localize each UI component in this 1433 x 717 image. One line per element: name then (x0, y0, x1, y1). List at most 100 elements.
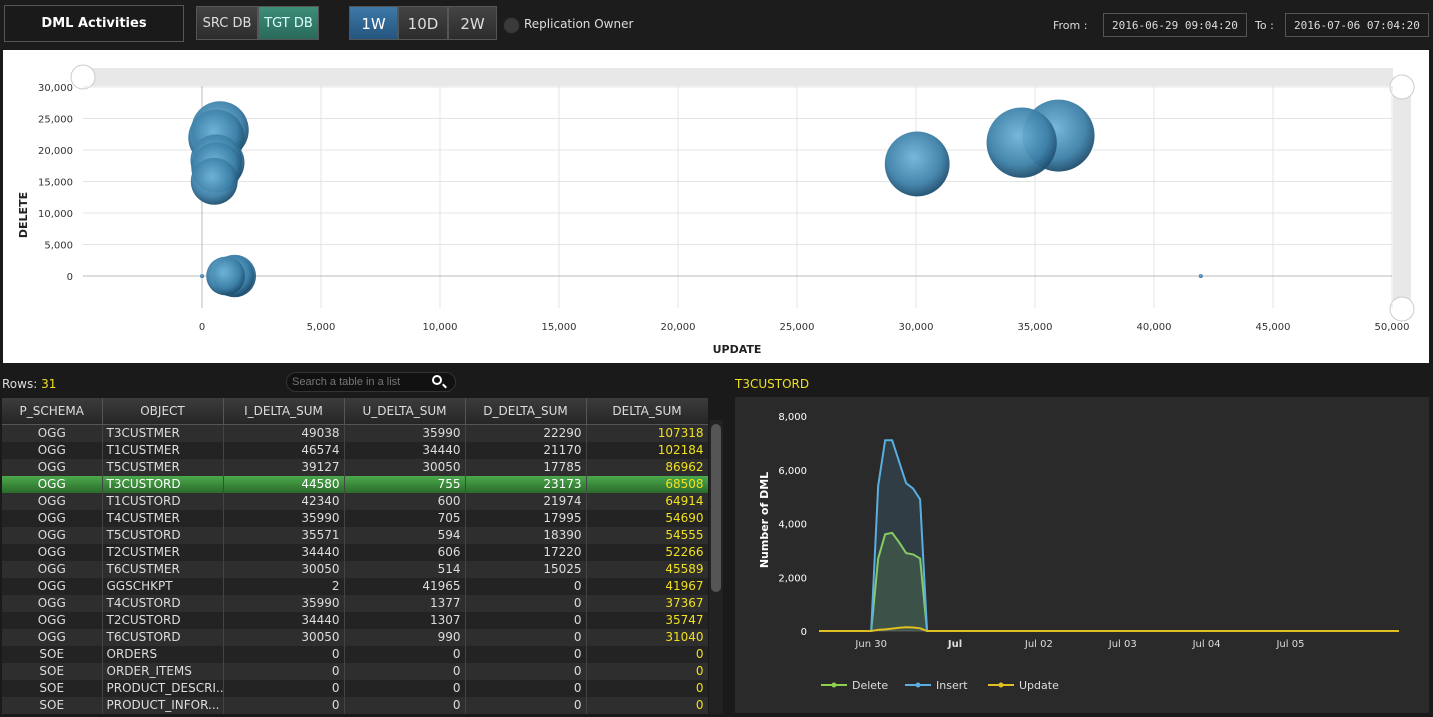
table-scrollbar-thumb[interactable] (711, 424, 721, 592)
tgt-db-tab[interactable]: TGT DB (258, 6, 319, 40)
table-cell: 21974 (465, 493, 587, 510)
table-row[interactable]: OGG T1CUSTORD 42340 600 21974 64914 (2, 493, 708, 510)
table-container: P_SCHEMA OBJECT I_DELTA_SUM U_DELTA_SUM D_DE… (2, 398, 708, 714)
zoom-scrollbar-horizontal[interactable] (83, 68, 1393, 86)
table-row[interactable]: OGG T1CUSTMER 46574 34440 21170 102184 (2, 442, 708, 459)
column-header-u-delta-sum[interactable]: U_DELTA_SUM (344, 398, 466, 425)
table-row[interactable]: SOE PRODUCT_DESCRI... 0 0 0 0 (2, 680, 708, 697)
table-row[interactable]: OGG T3CUSTMER 49038 35990 22290 107318 (2, 424, 708, 442)
table-cell: 34440 (223, 544, 345, 561)
series-line-update (819, 626, 1399, 632)
zoom-handle-bottom[interactable] (1389, 296, 1415, 322)
bubble-point[interactable] (206, 256, 245, 296)
table-cell: 41965 (344, 578, 466, 595)
to-date-field[interactable]: 2016-07-06 07:04:20 (1285, 13, 1429, 37)
table-cell: 0 (223, 697, 345, 714)
legend-marker (831, 682, 837, 688)
table-cell: 0 (223, 663, 345, 680)
table-cell: 64914 (586, 493, 708, 510)
search-icon[interactable] (432, 375, 442, 385)
table-row[interactable]: OGG T6CUSTORD 30050 990 0 31040 (2, 629, 708, 646)
x-axis-title: UPDATE (713, 343, 762, 356)
table-row[interactable]: OGG T2CUSTMER 34440 606 17220 52266 (2, 544, 708, 561)
table-row[interactable]: OGG GGSCHKPT 2 41965 0 41967 (2, 578, 708, 595)
range-10d-tab[interactable]: 10D (398, 6, 448, 40)
table-cell: T1CUSTORD (102, 493, 224, 510)
table-cell: 39127 (223, 459, 345, 476)
bubble-point[interactable] (1198, 274, 1203, 278)
bubble-point[interactable] (884, 131, 950, 197)
table-cell: OGG (2, 476, 103, 493)
table-row[interactable]: OGG T4CUSTMER 35990 705 17995 54690 (2, 510, 708, 527)
column-header-delta-sum[interactable]: DELTA_SUM (586, 398, 708, 425)
table-cell: OGG (2, 493, 103, 510)
table-cell: 68508 (586, 476, 708, 493)
line-x-tick-label: Jul 03 (1108, 639, 1137, 650)
column-header-p-schema[interactable]: P_SCHEMA (2, 398, 103, 425)
x-tick-label: 5,000 (307, 322, 336, 333)
table-row[interactable]: OGG T6CUSTMER 30050 514 15025 45589 (2, 561, 708, 578)
range-1w-tab[interactable]: 1W (349, 6, 398, 40)
table-cell: T6CUSTMER (102, 561, 224, 578)
line-x-tick-label: Jul 02 (1024, 639, 1053, 650)
column-header-object[interactable]: OBJECT (102, 398, 224, 425)
table-row[interactable]: OGG T3CUSTORD 44580 755 23173 68508 (2, 476, 708, 493)
bubble-point[interactable] (200, 274, 204, 278)
table-cell: 37367 (586, 595, 708, 612)
legend-label[interactable]: Insert (936, 679, 968, 692)
table-cell: GGSCHKPT (102, 578, 224, 595)
line-chart-panel: 0 2,000 4,000 6,000 8,000 Jun 30 Jul Jul 02 Jul … (735, 397, 1429, 713)
table-cell: 990 (344, 629, 466, 646)
table-cell: T5CUSTORD (102, 527, 224, 544)
table-cell: 17995 (465, 510, 587, 527)
y-tick-label: 30,000 (38, 83, 73, 94)
table-row[interactable]: OGG T4CUSTORD 35990 1377 0 37367 (2, 595, 708, 612)
y-tick-label: 20,000 (38, 146, 73, 157)
table-cell: 86962 (586, 459, 708, 476)
table-row[interactable]: SOE PRODUCT_INFOR... 0 0 0 0 (2, 697, 708, 714)
table-cell: SOE (2, 646, 103, 663)
legend-label[interactable]: Update (1019, 679, 1059, 692)
legend-label[interactable]: Delete (852, 679, 888, 692)
table-cell: 30050 (223, 629, 345, 646)
page-title: DML Activities (4, 5, 184, 42)
y-tick-label: 10,000 (38, 209, 73, 220)
table-cell: OGG (2, 442, 103, 459)
table-row[interactable]: OGG T2CUSTORD 34440 1307 0 35747 (2, 612, 708, 629)
table-cell: T2CUSTMER (102, 544, 224, 561)
line-x-tick-label: Jul (947, 639, 962, 650)
zoom-handle-top[interactable] (1389, 74, 1415, 100)
line-y-tick-label: 6,000 (778, 466, 807, 477)
line-x-tick-label: Jul 04 (1192, 639, 1221, 650)
column-header-d-delta-sum[interactable]: D_DELTA_SUM (465, 398, 587, 425)
x-tick-label: 10,000 (423, 322, 458, 333)
range-2w-tab[interactable]: 2W (448, 6, 497, 40)
table-cell: OGG (2, 459, 103, 476)
x-tick-label: 40,000 (1137, 322, 1172, 333)
table-search-input[interactable] (286, 372, 456, 392)
table-cell: 0 (344, 697, 466, 714)
table-row[interactable]: SOE ORDERS 0 0 0 0 (2, 646, 708, 663)
table-row[interactable]: SOE ORDER_ITEMS 0 0 0 0 (2, 663, 708, 680)
bubble-point[interactable] (986, 107, 1057, 178)
from-date-field[interactable]: 2016-06-29 09:04:20 (1103, 13, 1247, 37)
bubble-point[interactable] (190, 157, 238, 205)
src-db-tab[interactable]: SRC DB (196, 6, 258, 40)
table-cell: 514 (344, 561, 466, 578)
zoom-scrollbar-vertical[interactable] (1393, 86, 1411, 308)
table-row[interactable]: OGG T5CUSTORD 35571 594 18390 54555 (2, 527, 708, 544)
table-cell: 0 (465, 595, 587, 612)
replication-owner-toggle[interactable] (503, 17, 520, 34)
table-cell: 0 (223, 680, 345, 697)
table-cell: 18390 (465, 527, 587, 544)
table-cell: 49038 (223, 424, 345, 442)
line-y-tick-label: 8,000 (778, 412, 807, 423)
y-tick-label: 0 (67, 272, 73, 283)
table-cell: 30050 (344, 459, 466, 476)
zoom-handle-left[interactable] (70, 64, 96, 90)
table-cell: 0 (586, 646, 708, 663)
table-cell: T3CUSTORD (102, 476, 224, 493)
column-header-i-delta-sum[interactable]: I_DELTA_SUM (223, 398, 345, 425)
table-cell: 606 (344, 544, 466, 561)
table-row[interactable]: OGG T5CUSTMER 39127 30050 17785 86962 (2, 459, 708, 476)
